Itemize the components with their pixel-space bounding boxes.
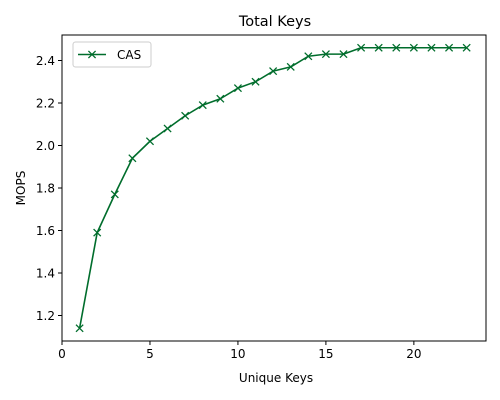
data-point-marker [251, 77, 260, 86]
y-axis-label: MOPS [14, 171, 28, 206]
data-point-marker [93, 228, 102, 237]
series-line-cas [78, 46, 467, 329]
legend-marker [87, 50, 97, 59]
plot-frame [61, 34, 487, 342]
plot-area [75, 43, 471, 333]
legend-label: CAS [117, 48, 141, 62]
y-tick-label: 2.4 [36, 54, 55, 68]
y-tick-label: 1.2 [36, 309, 55, 323]
data-point-marker [145, 137, 155, 146]
data-point-marker [427, 43, 436, 52]
x-axis-label: Unique Keys [239, 371, 313, 385]
data-point-marker [286, 62, 295, 71]
data-point-marker [339, 50, 348, 59]
x-tick-label: 20 [406, 347, 421, 361]
data-point-marker [357, 43, 366, 52]
x-tick-label: 5 [146, 347, 154, 361]
data-point-marker [110, 190, 119, 199]
y-axis-ticks: 1.2 1.4 1.6 1.8 2.0 2.2 2.4 [36, 54, 62, 323]
data-point-marker [392, 43, 401, 52]
data-point-marker [374, 43, 383, 52]
data-point-marker [462, 43, 471, 52]
legend: CAS [72, 41, 152, 68]
data-point-marker [233, 84, 242, 93]
y-tick-label: 1.4 [36, 267, 55, 281]
x-tick-label: 15 [318, 347, 333, 361]
x-tick-label: 10 [230, 347, 245, 361]
data-point-marker [128, 154, 137, 163]
data-point-marker [321, 50, 330, 59]
data-point-marker [216, 94, 225, 103]
x-axis-ticks: 0 5 10 15 20 [58, 341, 422, 361]
y-tick-label: 2.0 [36, 139, 55, 153]
y-tick-label: 2.2 [36, 97, 55, 111]
chart-title: Total Keys [238, 14, 311, 30]
data-point-marker [163, 124, 172, 133]
legend-box [72, 41, 152, 68]
data-point-marker [444, 43, 454, 52]
y-tick-label: 1.8 [36, 182, 55, 196]
data-point-marker [198, 101, 207, 110]
x-tick-label: 0 [58, 347, 66, 361]
data-point-marker [409, 43, 418, 52]
data-point-marker [181, 111, 190, 120]
y-tick-label: 1.6 [36, 224, 55, 238]
data-point-marker [75, 324, 84, 333]
data-point-marker [304, 52, 313, 61]
data-point-marker [269, 67, 278, 76]
